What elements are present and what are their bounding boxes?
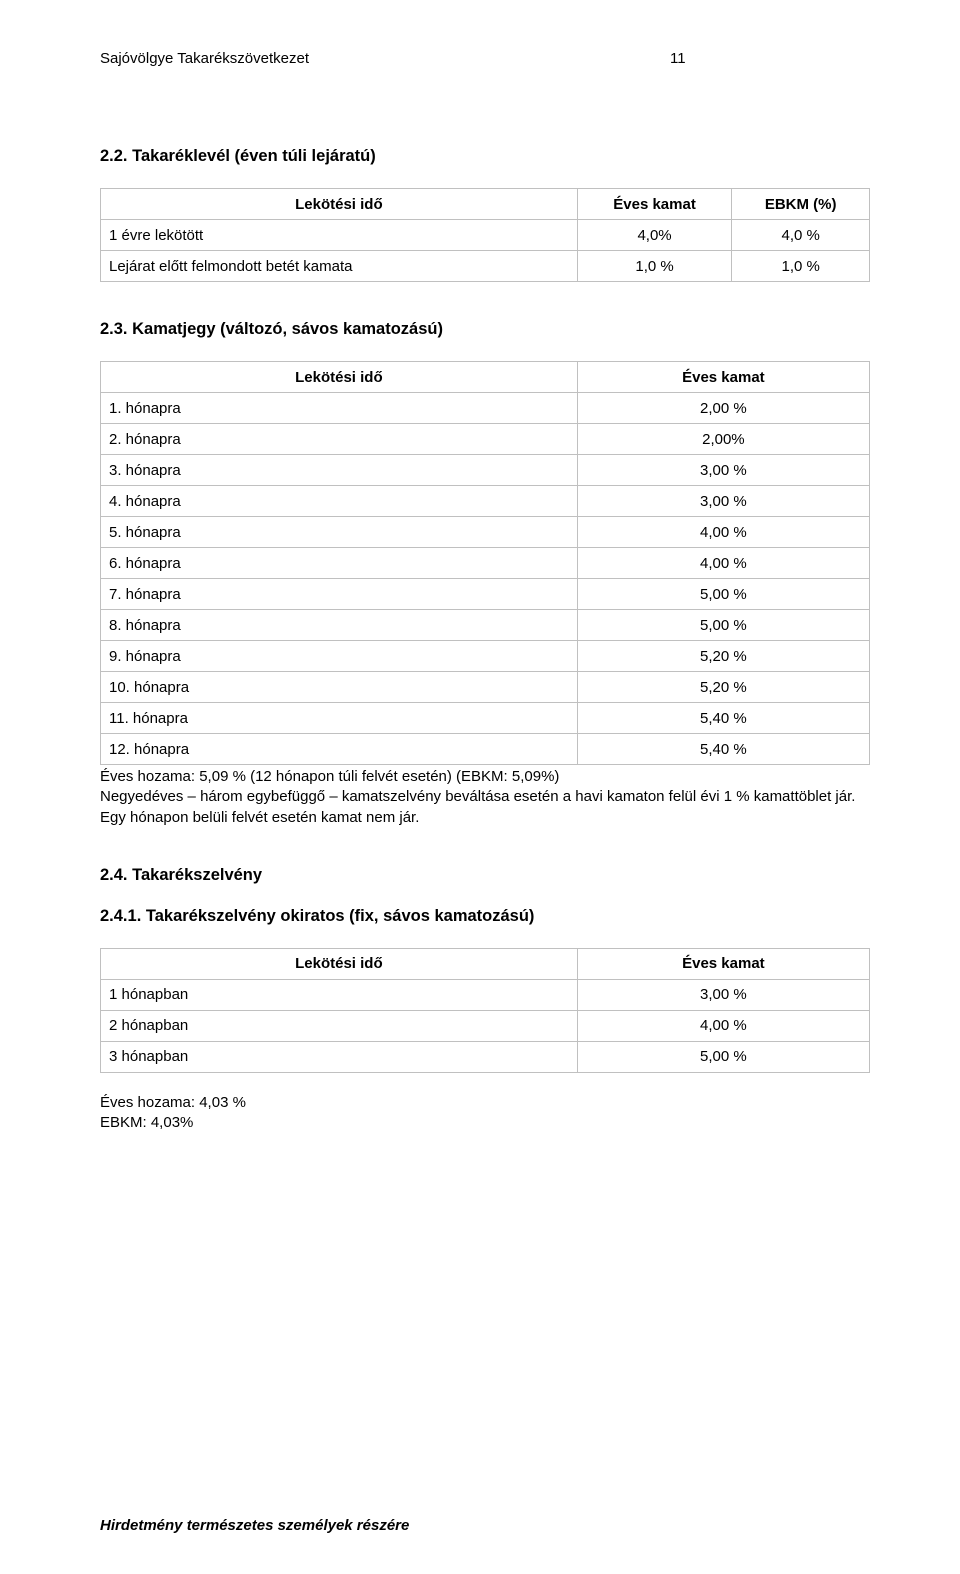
section-2-3-title: 2.3. Kamatjegy (változó, sávos kamatozás…: [100, 320, 870, 339]
table-2-4-1: Lekötési idő Éves kamat 1 hónapban3,00 %…: [100, 948, 870, 1073]
table-cell: 2 hónapban: [101, 1010, 578, 1041]
table-cell: 5,00 %: [577, 610, 869, 641]
section-2-4-note: Éves hozama: 4,03 % EBKM: 4,03%: [100, 1093, 870, 1134]
note-line: Negyedéves – három egybefüggő – kamatsze…: [100, 787, 870, 807]
table-cell: 2,00%: [577, 424, 869, 455]
section-2-2: 2.2. Takaréklevél (éven túli lejáratú) L…: [100, 147, 870, 282]
table-cell: 2. hónapra: [101, 424, 578, 455]
table-cell: 4,00 %: [577, 517, 869, 548]
col-header: Éves kamat: [577, 948, 869, 979]
table-cell: 1 hónapban: [101, 979, 578, 1010]
table-cell: 4,00 %: [577, 1010, 869, 1041]
table-cell: 4,0%: [577, 220, 732, 251]
page-footer: Hirdetmény természetes személyek részére: [100, 1517, 409, 1534]
section-2-2-title: 2.2. Takaréklevél (éven túli lejáratú): [100, 147, 870, 166]
table-cell: 4,0 %: [732, 220, 870, 251]
table-cell: 8. hónapra: [101, 610, 578, 641]
section-2-3: 2.3. Kamatjegy (változó, sávos kamatozás…: [100, 320, 870, 828]
col-header: Éves kamat: [577, 189, 732, 220]
table-cell: 3 hónapban: [101, 1041, 578, 1072]
table-2-2: Lekötési idő Éves kamat EBKM (%) 1 évre …: [100, 188, 870, 282]
col-header: EBKM (%): [732, 189, 870, 220]
col-header: Éves kamat: [577, 362, 869, 393]
table-cell: 5,20 %: [577, 641, 869, 672]
table-cell: 6. hónapra: [101, 548, 578, 579]
note-line: Egy hónapon belüli felvét esetén kamat n…: [100, 808, 870, 828]
header-org: Sajóvölgye Takarékszövetkezet: [100, 50, 309, 67]
col-header: Lekötési idő: [101, 189, 578, 220]
col-header: Lekötési idő: [101, 362, 578, 393]
table-cell: 3,00 %: [577, 486, 869, 517]
section-2-4-title: 2.4. Takarékszelvény: [100, 866, 870, 885]
section-2-3-note: Éves hozama: 5,09 % (12 hónapon túli fel…: [100, 767, 870, 828]
note-line: Éves hozama: 4,03 %: [100, 1093, 870, 1113]
page-header: Sajóvölgye Takarékszövetkezet 11: [100, 50, 870, 67]
table-cell: 10. hónapra: [101, 672, 578, 703]
table-cell: 1,0 %: [577, 251, 732, 282]
table-cell: 9. hónapra: [101, 641, 578, 672]
table-cell: 1 évre lekötött: [101, 220, 578, 251]
table-cell: 1. hónapra: [101, 393, 578, 424]
table-cell: 3. hónapra: [101, 455, 578, 486]
table-cell: 3,00 %: [577, 455, 869, 486]
col-header: Lekötési idő: [101, 948, 578, 979]
table-cell: 4. hónapra: [101, 486, 578, 517]
section-2-4-1-title: 2.4.1. Takarékszelvény okiratos (fix, sá…: [100, 907, 870, 926]
table-cell: 5,00 %: [577, 1041, 869, 1072]
note-line: Éves hozama: 5,09 % (12 hónapon túli fel…: [100, 767, 870, 787]
table-cell: 4,00 %: [577, 548, 869, 579]
table-cell: 11. hónapra: [101, 703, 578, 734]
table-cell: 12. hónapra: [101, 734, 578, 765]
table-cell: 5,00 %: [577, 579, 869, 610]
table-cell: Lejárat előtt felmondott betét kamata: [101, 251, 578, 282]
table-cell: 5,20 %: [577, 672, 869, 703]
note-line: EBKM: 4,03%: [100, 1113, 870, 1133]
table-cell: 3,00 %: [577, 979, 869, 1010]
table-cell: 2,00 %: [577, 393, 869, 424]
table-cell: 7. hónapra: [101, 579, 578, 610]
table-cell: 5,40 %: [577, 734, 869, 765]
table-cell: 5. hónapra: [101, 517, 578, 548]
table-cell: 1,0 %: [732, 251, 870, 282]
header-page-number: 11: [610, 50, 870, 67]
section-2-4: 2.4. Takarékszelvény 2.4.1. Takarékszelv…: [100, 866, 870, 1134]
table-2-3: Lekötési idő Éves kamat 1. hónapra2,00 %…: [100, 361, 870, 765]
table-cell: 5,40 %: [577, 703, 869, 734]
